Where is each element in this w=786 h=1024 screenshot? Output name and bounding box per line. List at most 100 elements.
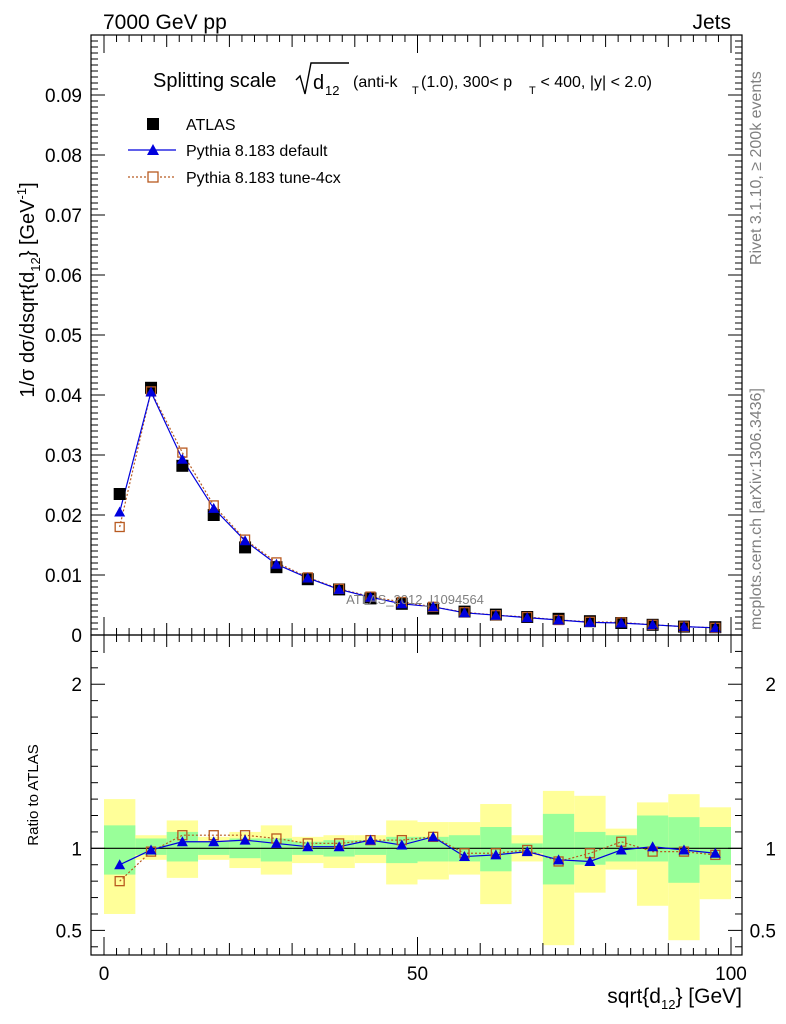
ratio-y-tick-label: 0.5 xyxy=(56,921,82,942)
pythia-default-point xyxy=(176,453,188,464)
ratio-pythia-default-point xyxy=(427,831,439,842)
main-y-tick-label: 0.07 xyxy=(45,206,82,227)
ratio-uncertainty-bands xyxy=(104,790,731,946)
pythia-default-point xyxy=(396,598,408,609)
legend-default-marker xyxy=(147,144,159,155)
main-x-ticks xyxy=(103,35,732,635)
ratio-pythia-default-point xyxy=(459,851,471,862)
ratio-y-ticks: 0.5 0.5 1 1 2 2 xyxy=(56,650,776,948)
header-right: Jets xyxy=(692,11,731,34)
pythia-default-point xyxy=(490,609,502,620)
main-y-tick-label: 0.06 xyxy=(45,266,82,287)
legend-atlas-marker xyxy=(147,118,159,130)
ratio-pythia-default-point xyxy=(333,841,345,852)
pythia-default-point xyxy=(521,612,533,623)
svg-text:1/σ dσ/dsqrt{d12} [GeV-1]: 1/σ dσ/dsqrt{d12} [GeV-1] xyxy=(14,182,43,397)
title-sqrt-sub: 12 xyxy=(325,83,339,98)
main-y-tick-label: 0.08 xyxy=(45,146,82,167)
x-tick-label: 100 xyxy=(715,964,747,985)
xlabel-tail: } [GeV] xyxy=(675,985,742,1008)
ratio-pythia-default-point xyxy=(396,839,408,850)
pythia-default-point xyxy=(239,535,251,546)
pythia-default-point xyxy=(114,506,126,517)
ratio-y-tick-label: 1 xyxy=(71,839,82,860)
legend: ATLAS Pythia 8.183 default Pythia 8.183 … xyxy=(128,117,341,187)
legend-tune-label: Pythia 8.183 tune-4cx xyxy=(186,170,341,187)
atlas-data-point xyxy=(113,488,126,500)
analysis-watermark: ATLAS_2012_I1094564 xyxy=(346,592,484,607)
ratio-pythia-default-point xyxy=(176,836,188,847)
xlabel-main: sqrt{d xyxy=(607,985,661,1008)
pythia-default-point xyxy=(270,558,282,569)
pythia-default-point xyxy=(647,619,659,630)
main-panel: 0 0.01 0.02 0.03 0.04 0.05 0.06 0.07 0.08 0.09 xyxy=(45,34,743,647)
ylabel-sup: -1 xyxy=(14,188,29,200)
ratio-y-tick-label: 2 xyxy=(71,675,82,696)
ratio-y-tick-label-right: 2 xyxy=(765,675,776,696)
ylabel-sub: 12 xyxy=(28,257,43,271)
title-cut-a-sub: T xyxy=(412,85,419,97)
pythia-default-point xyxy=(145,386,157,397)
title-sqrt-arg: d xyxy=(313,72,324,94)
ratio-pythia-default-point xyxy=(114,859,126,870)
header-left: 7000 GeV pp xyxy=(103,11,227,34)
pythia-default-point xyxy=(615,617,627,628)
main-y-tick-label: 0.02 xyxy=(45,506,82,527)
ratio-pythia-default-point xyxy=(239,834,251,845)
pythia-default-point xyxy=(553,614,565,625)
pythia-default-point xyxy=(208,502,220,513)
ratio-pythia-default-point xyxy=(270,837,282,848)
ratio-pythia-default-point xyxy=(553,854,565,865)
title-main: Splitting scale xyxy=(153,70,276,92)
ratio-panel: 0.5 0.5 1 1 2 2 0 50 100 xyxy=(56,634,776,985)
main-plot-marks xyxy=(113,381,722,634)
ratio-plot-marks xyxy=(114,830,721,887)
main-y-tick-label: 0.05 xyxy=(45,326,82,347)
legend-default-label: Pythia 8.183 default xyxy=(186,143,328,160)
legend-tune-marker xyxy=(147,171,159,183)
main-y-ticks: 0 0.01 0.02 0.03 0.04 0.05 0.06 0.07 0.08 0.09 xyxy=(45,34,742,647)
x-axis-label: sqrt{d12} [GeV] xyxy=(607,985,742,1012)
ratio-pythia-default-point xyxy=(647,841,659,852)
main-y-tick-label: 0.04 xyxy=(45,386,82,407)
ratio-band-inner xyxy=(636,815,669,862)
pythia-default-point xyxy=(459,607,471,618)
mcplots-label: mcplots.cern.ch [arXiv:1306.3436] xyxy=(748,388,765,630)
ratio-pythia-default-point xyxy=(364,834,376,845)
ratio-pythia-default-point xyxy=(709,847,721,858)
pythia-default-point xyxy=(302,572,314,583)
main-y-tick-label: 0.09 xyxy=(45,86,82,107)
ylabel-part-a: 1/σ dσ/dsqrt{d xyxy=(17,272,39,398)
ratio-band-inner xyxy=(699,827,731,865)
main-y-tick-label: 0 xyxy=(71,626,82,647)
sqrt-symbol xyxy=(295,62,349,95)
title-cut-a: (anti-k xyxy=(353,74,398,91)
ylabel-part-c: ] xyxy=(17,182,39,188)
title-cut-b-sub: T xyxy=(529,85,536,97)
ratio-pythia-default-line xyxy=(119,836,716,866)
ratio-pythia-default-point xyxy=(678,844,690,855)
ratio-y-tick-label-right: 1 xyxy=(765,839,776,860)
pythia-default-point xyxy=(584,616,596,627)
ratio-pythia-default-point xyxy=(302,841,314,852)
pythia-default-point xyxy=(364,591,376,602)
title-cut-c: < 400, |y| < 2.0) xyxy=(536,74,652,91)
ratio-y-tick-label-right: 0.5 xyxy=(750,921,776,942)
ratio-pythia-default-point xyxy=(521,846,533,857)
xlabel-sub: 12 xyxy=(661,997,675,1012)
tune-4cx-point xyxy=(114,521,125,533)
ratio-y-axis-label: Ratio to ATLAS xyxy=(25,744,42,845)
title-cut-b: (1.0), 300< p xyxy=(421,74,512,91)
main-y-axis-label: 1/σ dσ/dsqrt{d12} [GeV-1] xyxy=(14,182,43,397)
main-y-tick-label: 0.03 xyxy=(45,446,82,467)
ylabel-part-b: } [GeV xyxy=(17,199,39,257)
ratio-x-ticks: 0 50 100 xyxy=(99,635,747,985)
chart-title: Splitting scale d 12 (anti-k T (1.0), 30… xyxy=(153,62,652,98)
ratio-pythia-default-point xyxy=(584,855,596,866)
main-y-tick-label: 0.01 xyxy=(45,566,82,587)
x-tick-label: 0 xyxy=(99,964,110,985)
ratio-pythia-default-point xyxy=(490,849,502,860)
ratio-band-inner xyxy=(542,813,575,885)
ratio-band-inner xyxy=(354,840,387,855)
pythia-default-point xyxy=(333,583,345,594)
